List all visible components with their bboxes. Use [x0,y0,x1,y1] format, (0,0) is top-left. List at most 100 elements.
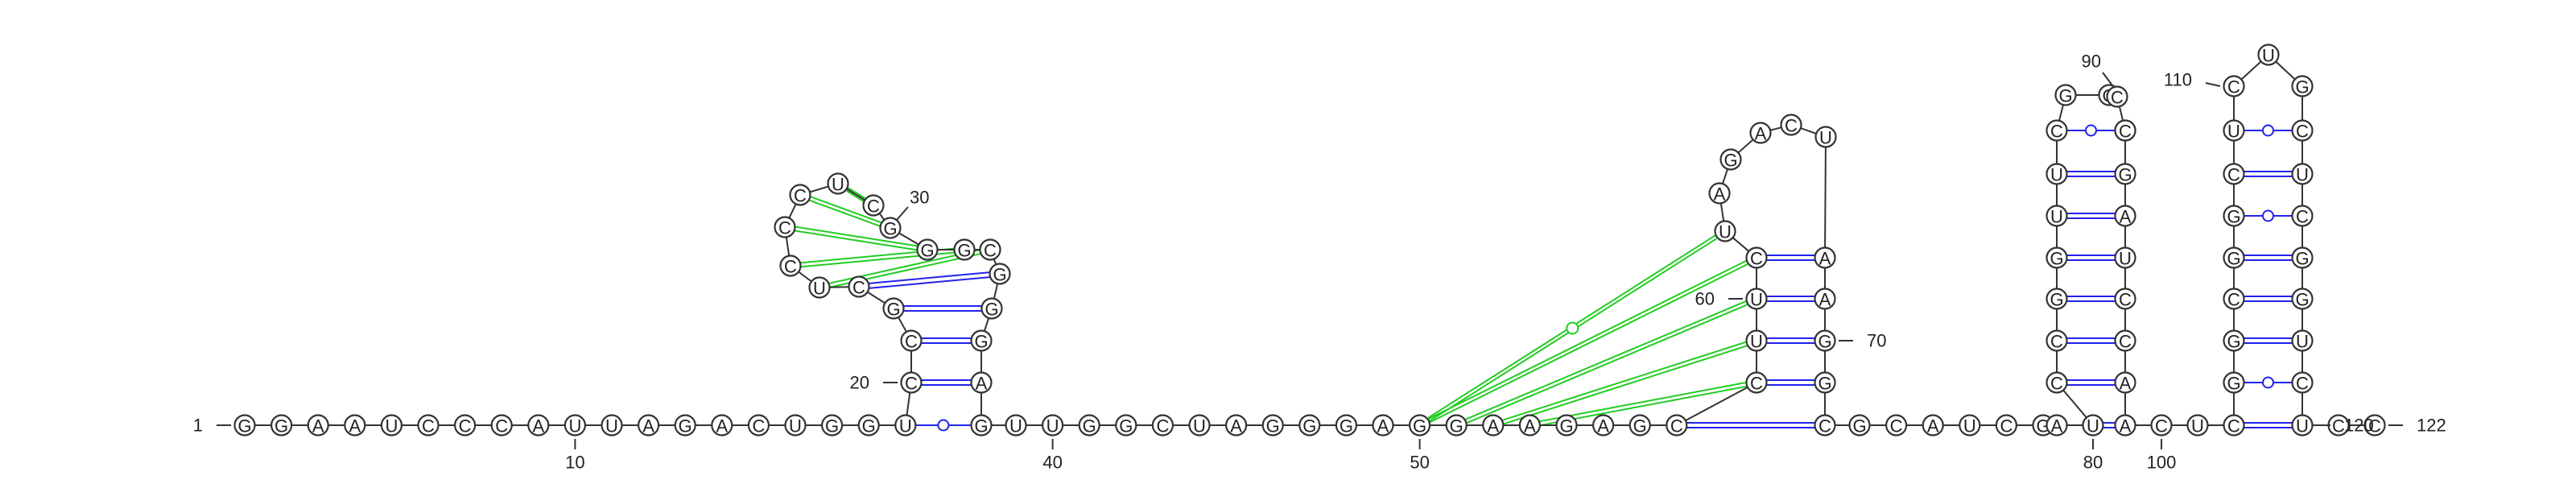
nucleotide-circle [1591,414,1615,437]
index-label: 120 [2344,416,2374,436]
nucleotide-circle [2114,163,2136,185]
nucleotide: U [564,414,587,437]
nucleotide-letter: G [2227,332,2240,352]
nucleotide-letter: C [778,218,791,238]
nucleotide: C [1666,414,1688,437]
nucleotide: U [1745,329,1768,352]
backbone-segment [788,203,797,219]
nucleotide: A [2046,414,2068,437]
nucleotide: U [2046,205,2068,227]
nucleotide-circle [2291,205,2314,227]
backbone-segment [798,271,812,283]
nucleotide-circle [1115,414,1137,437]
nucleotide: C [1780,114,1802,136]
nucleotide-circle [808,276,831,299]
nucleotide-circle [848,275,870,298]
nucleotide: A [970,371,993,394]
nucleotide-letter: G [862,416,876,437]
nucleotide-circle [1814,288,1836,310]
nucleotide: C [2114,119,2136,142]
nucleotide: U [380,414,402,437]
nucleotide-letter: G [237,416,251,437]
nucleotide-circle [2046,288,2068,310]
nucleotide-circle [820,414,844,437]
index-tick [2102,72,2113,86]
nucleotide: G [270,414,293,437]
nucleotide-letter: U [1193,416,1206,437]
nucleotide-letter: C [2368,416,2381,437]
nucleotide-circle [233,414,256,437]
nucleotide-letter: G [2295,249,2309,269]
nucleotide-letter: C [2227,77,2240,97]
nucleotide-circle [1518,414,1542,437]
nucleotide-circle [2082,414,2104,437]
backbone-segment [846,188,865,201]
nucleotide-circle [2291,119,2314,142]
nucleotide: A [1708,182,1731,205]
nucleotide-letter: C [2155,416,2168,437]
nucleotide-circle [601,414,623,437]
nucleotide-letter: A [1487,416,1499,437]
nucleotide-circle [2257,43,2280,66]
nucleotide: A [637,414,660,437]
nucleotide-letter: C [867,197,880,217]
backbone-layer [254,60,2365,426]
nucleotide-letter: A [716,416,728,437]
nucleotide: C [774,216,796,238]
nucleotide: G [2291,246,2314,269]
nucleotide-letter: C [2119,122,2132,142]
nucleotide: A [1372,414,1394,437]
nucleotide-circle [1408,414,1431,437]
nucleotide-circle [2291,246,2314,269]
nucleotide-letter: G [1266,416,1280,437]
nucleotide: U [808,276,831,299]
nucleotide-letter: U [2227,122,2240,142]
nucleotide: U [2291,163,2314,185]
nucleotide-letter: C [984,241,997,261]
nucleotide-letter: A [976,374,988,394]
base-pair-layer [795,124,2293,432]
nucleotide-circle [1780,114,1802,136]
nucleotide-letter: G [2227,374,2240,394]
nucleotide: U [2082,414,2104,437]
backbone-segment [1769,126,1782,131]
nucleotide: U [601,414,623,437]
nucleotide-letter: G [1302,416,1316,437]
nucleotide: U [784,414,807,437]
nucleotide: C [2046,371,2068,394]
nucleotide-letter: G [825,416,839,437]
nucleotide-circle [1298,414,1321,437]
nucleotide: A [527,414,550,437]
nucleotide-letter: G [2050,290,2063,310]
nucleotide: C [2114,329,2136,352]
nucleotide: A [1814,288,1836,310]
nucleotide: C [1995,414,2017,437]
nucleotide: A [307,414,329,437]
nucleotide: G [2223,371,2245,394]
nucleotide-circle [1482,414,1505,437]
pseudoknot-base-pair [795,226,918,247]
nucleotide-letter: U [385,416,398,437]
nucleotide: C [2046,119,2068,142]
nucleotide-circle [2046,119,2068,142]
pseudoknot-base-pair [1465,300,1748,420]
pseudoknot-base-pair [1502,345,1748,425]
index-label: 20 [850,373,869,393]
nucleotide: G [1078,414,1100,437]
nucleotide: G [989,263,1011,285]
nucleotide-circle [989,263,1011,285]
pseudoknot-base-pair [1539,381,1747,423]
pseudoknot-base-pair [846,186,865,199]
nucleotide: G [970,329,993,352]
nucleotide: A [1922,414,1944,437]
nucleotide-letter: U [2087,416,2099,437]
nucleotide-letter: A [1377,416,1389,437]
nucleotide: A [2114,371,2136,394]
nucleotide-letter: G [1852,416,1866,437]
nucleotide-circle [2114,205,2136,227]
nucleotide-circle [2223,163,2245,185]
nucleotide-letter: A [1230,416,1242,437]
backbone-segment [1737,139,1754,154]
nucleotide-circle [779,254,802,277]
